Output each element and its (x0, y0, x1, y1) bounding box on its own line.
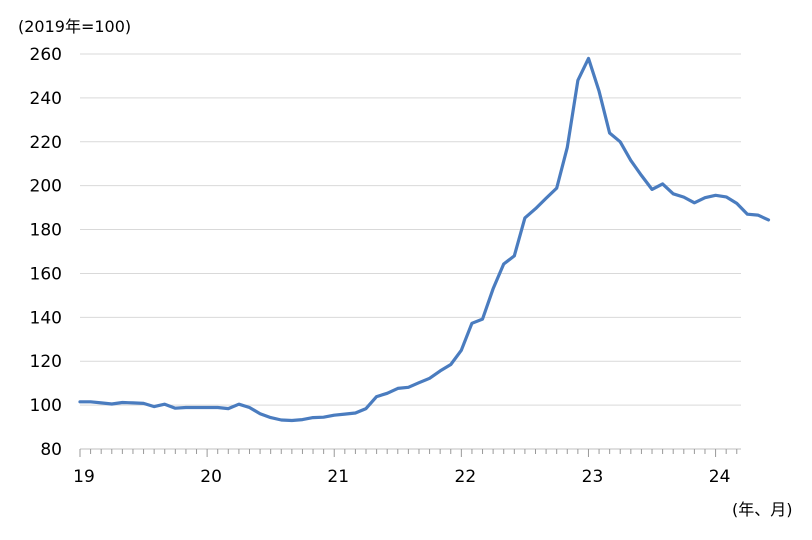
x-tick-label: 22 (455, 467, 477, 487)
y-tick-label: 200 (30, 177, 62, 197)
x-tick-label: 21 (327, 467, 349, 487)
x-tick-label: 19 (73, 467, 95, 487)
series-layer (78, 56, 771, 423)
x-axis-unit-label: (年、月) (732, 500, 793, 519)
series-line-0 (78, 56, 771, 423)
x-tick-label: 24 (709, 467, 731, 487)
y-tick-label: 260 (30, 45, 62, 65)
y-tick-label: 140 (30, 308, 62, 328)
y-tick-label: 220 (30, 133, 62, 153)
gridlines (80, 53, 741, 450)
y-tick-label: 100 (30, 396, 62, 416)
x-tick-label: 20 (200, 467, 222, 487)
y-tick-label: 240 (30, 89, 62, 109)
x-axis-ticks: 19 20 21 22 23 24 (73, 449, 738, 487)
y-tick-label: 180 (30, 221, 62, 241)
y-tick-label: 80 (40, 440, 62, 460)
y-axis-ticks: 80 100 120 140 160 180 200 220 240 260 (30, 45, 62, 460)
y-axis-unit-label: (2019年=100) (18, 17, 131, 36)
x-tick-label: 23 (582, 467, 604, 487)
y-tick-label: 120 (30, 352, 62, 372)
y-tick-label: 160 (30, 264, 62, 284)
